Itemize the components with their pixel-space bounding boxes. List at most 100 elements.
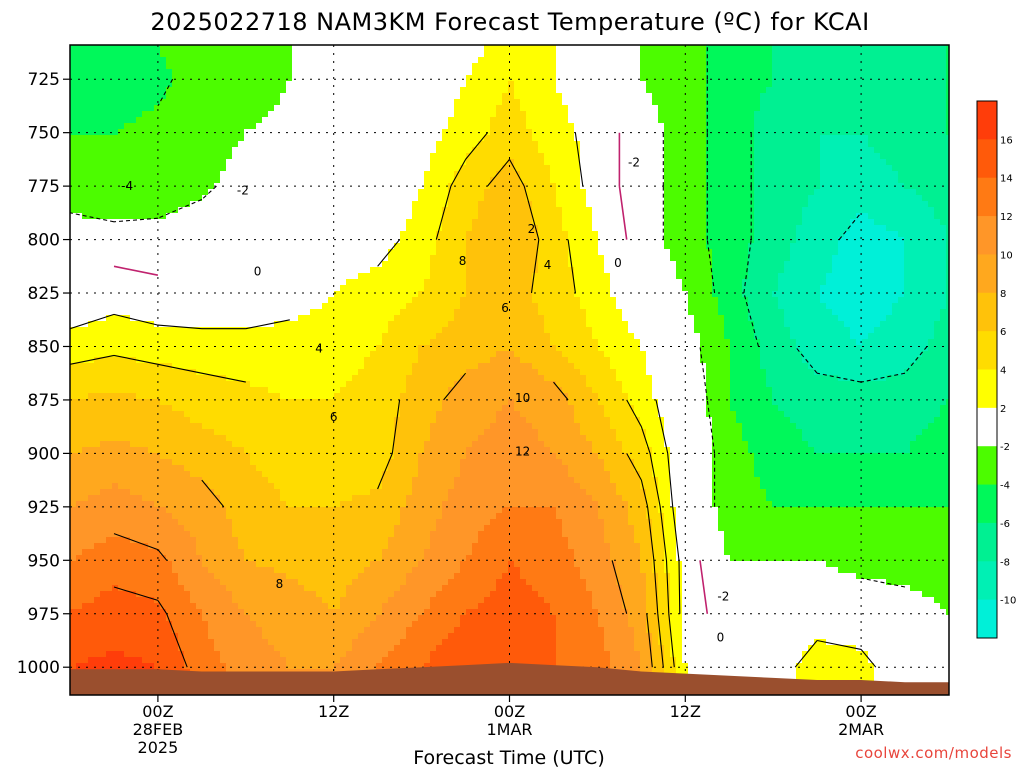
field-cell xyxy=(820,177,827,184)
field-cell xyxy=(736,201,743,208)
field-cell xyxy=(232,237,239,244)
field-cell xyxy=(142,75,149,82)
field-cell xyxy=(718,213,725,220)
field-cell xyxy=(496,117,503,124)
field-cell xyxy=(274,177,281,184)
field-cell xyxy=(784,105,791,112)
field-cell xyxy=(484,87,491,94)
field-cell xyxy=(886,225,893,232)
field-cell xyxy=(352,129,359,136)
field-cell xyxy=(616,207,623,214)
field-cell xyxy=(478,195,485,202)
field-cell xyxy=(130,69,137,76)
field-cell xyxy=(490,243,497,250)
field-cell xyxy=(334,201,341,208)
field-cell xyxy=(376,75,383,82)
field-cell xyxy=(694,57,701,64)
field-cell xyxy=(706,153,713,160)
field-cell xyxy=(862,99,869,106)
field-cell xyxy=(526,111,533,118)
field-cell xyxy=(658,213,665,220)
field-cell xyxy=(802,213,809,220)
field-cell xyxy=(628,117,635,124)
field-cell xyxy=(778,183,785,190)
field-cell xyxy=(556,45,563,52)
field-cell xyxy=(160,99,167,106)
field-cell xyxy=(652,213,659,220)
field-cell xyxy=(610,63,617,70)
field-cell xyxy=(382,201,389,208)
field-cell xyxy=(286,123,293,130)
field-cell xyxy=(412,165,419,172)
field-cell xyxy=(364,45,371,52)
field-cell xyxy=(310,171,317,178)
field-cell xyxy=(802,111,809,118)
field-cell xyxy=(586,105,593,112)
field-cell xyxy=(676,117,683,124)
field-cell xyxy=(388,123,395,130)
field-cell xyxy=(106,159,113,166)
field-cell xyxy=(544,159,551,166)
field-cell xyxy=(700,153,707,160)
field-cell xyxy=(214,171,221,178)
field-cell xyxy=(442,159,449,166)
field-cell xyxy=(544,111,551,118)
field-cell xyxy=(622,141,629,148)
field-cell xyxy=(178,105,185,112)
field-cell xyxy=(838,87,845,94)
field-cell xyxy=(604,57,611,64)
field-cell xyxy=(394,147,401,154)
field-cell xyxy=(922,195,929,202)
field-cell xyxy=(316,147,323,154)
field-cell xyxy=(460,63,467,70)
field-cell xyxy=(310,93,317,100)
field-cell xyxy=(814,69,821,76)
field-cell xyxy=(940,117,947,124)
field-cell xyxy=(766,123,773,130)
field-cell xyxy=(406,75,413,82)
field-cell xyxy=(808,219,815,226)
field-cell xyxy=(418,99,425,106)
field-cell xyxy=(262,207,269,214)
field-cell xyxy=(892,123,899,130)
field-cell xyxy=(658,105,665,112)
field-cell xyxy=(262,87,269,94)
field-cell xyxy=(358,69,365,76)
field-cell xyxy=(466,177,473,184)
field-cell xyxy=(610,81,617,88)
field-cell xyxy=(274,231,281,238)
field-cell xyxy=(946,231,949,238)
field-cell xyxy=(184,183,191,190)
field-cell xyxy=(676,87,683,94)
field-cell xyxy=(88,75,95,82)
field-cell xyxy=(502,81,509,88)
field-cell xyxy=(688,231,695,238)
field-cell xyxy=(334,63,341,70)
field-cell xyxy=(394,81,401,88)
field-cell xyxy=(532,243,539,250)
field-cell xyxy=(526,165,533,172)
field-cell xyxy=(328,219,335,226)
field-cell xyxy=(214,237,221,244)
field-cell xyxy=(256,225,263,232)
field-cell xyxy=(760,57,767,64)
field-cell xyxy=(454,111,461,118)
field-cell xyxy=(610,69,617,76)
field-cell xyxy=(382,243,389,250)
field-cell xyxy=(370,117,377,124)
field-cell xyxy=(262,81,269,88)
field-cell xyxy=(430,153,437,160)
field-cell xyxy=(562,207,569,214)
field-cell xyxy=(760,93,767,100)
field-cell xyxy=(292,57,299,64)
field-cell xyxy=(112,45,119,52)
field-cell xyxy=(394,237,401,244)
field-cell xyxy=(250,117,257,124)
field-cell xyxy=(106,153,113,160)
field-cell xyxy=(634,141,641,148)
field-cell xyxy=(166,177,173,184)
field-cell xyxy=(112,201,119,208)
field-cell xyxy=(226,159,233,166)
field-cell xyxy=(328,153,335,160)
field-cell xyxy=(502,57,509,64)
